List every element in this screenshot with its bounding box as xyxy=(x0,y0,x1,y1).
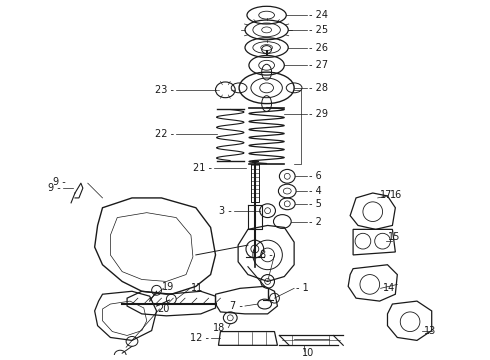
Text: - 26: - 26 xyxy=(309,42,328,53)
Text: 16: 16 xyxy=(391,190,403,200)
Text: 19: 19 xyxy=(162,282,174,292)
Text: - 2: - 2 xyxy=(309,216,322,226)
Text: 3 -: 3 - xyxy=(220,206,232,216)
Text: - 6: - 6 xyxy=(309,171,321,181)
Text: 9 -: 9 - xyxy=(53,177,66,187)
Text: 18: 18 xyxy=(213,323,225,333)
Text: 8 -: 8 - xyxy=(260,250,272,260)
Text: - 25: - 25 xyxy=(309,25,328,35)
Text: 22 -: 22 - xyxy=(155,129,174,139)
Text: - 28: - 28 xyxy=(309,83,328,93)
Text: - 29: - 29 xyxy=(309,109,328,120)
Text: 9 -: 9 - xyxy=(49,183,61,193)
Text: 12 -: 12 - xyxy=(190,333,209,343)
Text: 15: 15 xyxy=(388,232,400,242)
Text: 10: 10 xyxy=(302,348,314,358)
Text: 7 -: 7 - xyxy=(230,301,243,311)
Text: 14: 14 xyxy=(383,283,395,293)
Text: 11: 11 xyxy=(191,283,203,293)
Text: 13: 13 xyxy=(424,325,436,336)
Text: - 4: - 4 xyxy=(309,186,321,196)
Text: - 27: - 27 xyxy=(309,60,328,70)
Text: - 1: - 1 xyxy=(296,283,309,293)
Text: - 24: - 24 xyxy=(309,10,328,20)
Text: 23 -: 23 - xyxy=(155,85,174,95)
Text: - 5: - 5 xyxy=(309,199,322,209)
Text: 17: 17 xyxy=(380,190,392,200)
Text: 21 -: 21 - xyxy=(193,163,212,174)
Text: 20: 20 xyxy=(158,304,170,314)
